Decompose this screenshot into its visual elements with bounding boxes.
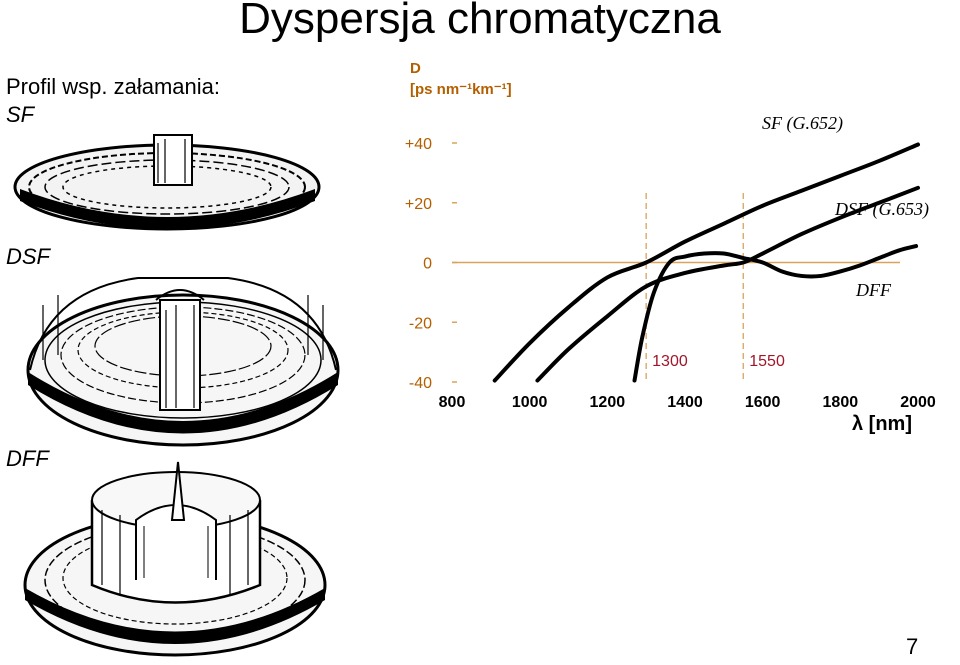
series-line-3 [632, 244, 919, 383]
profile-label-dff: DFF [6, 446, 49, 471]
x-tick-label: 800 [439, 394, 466, 411]
y-tick-label: 0 [423, 256, 432, 273]
y-axis-label-line2: [ps nm⁻¹km⁻¹] [410, 81, 512, 98]
y-tick-label: -20 [409, 315, 432, 332]
profile-illustration-dsf [26, 277, 340, 447]
y-tick-label: +40 [405, 136, 432, 153]
slide-title: Dyspersja chromatyczna [239, 0, 721, 43]
y-axis-label-line1: D [410, 60, 421, 77]
x-tick-label: 1000 [512, 394, 548, 411]
y-tick-label: +20 [405, 196, 432, 213]
profile-label-sf: SF [6, 102, 35, 127]
x-axis-label: λ [nm] [852, 413, 912, 435]
profile-heading: Profil wsp. załamania: [6, 74, 220, 99]
x-tick-label: 1400 [667, 394, 703, 411]
series-label-dsf: DSF (G.653) [834, 199, 929, 220]
x-tick-label: 2000 [900, 394, 936, 411]
x-tick-label: 1600 [745, 394, 781, 411]
profile-illustration-sf [13, 134, 321, 231]
wavelength-marker-label: 1300 [652, 353, 688, 370]
series-line-2 [535, 185, 920, 383]
slide-number: 7 [906, 634, 919, 659]
profile-illustration-dff [23, 461, 327, 657]
profile-label-dsf: DSF [6, 244, 50, 269]
series-label-sf: SF (G.652) [762, 113, 843, 134]
series-label-dff: DFF [855, 280, 892, 300]
series-line-1 [492, 142, 920, 383]
x-tick-label: 1800 [823, 394, 859, 411]
wavelength-marker-label: 1550 [749, 353, 785, 370]
x-tick-label: 1200 [590, 394, 626, 411]
y-tick-label: -40 [409, 375, 432, 392]
